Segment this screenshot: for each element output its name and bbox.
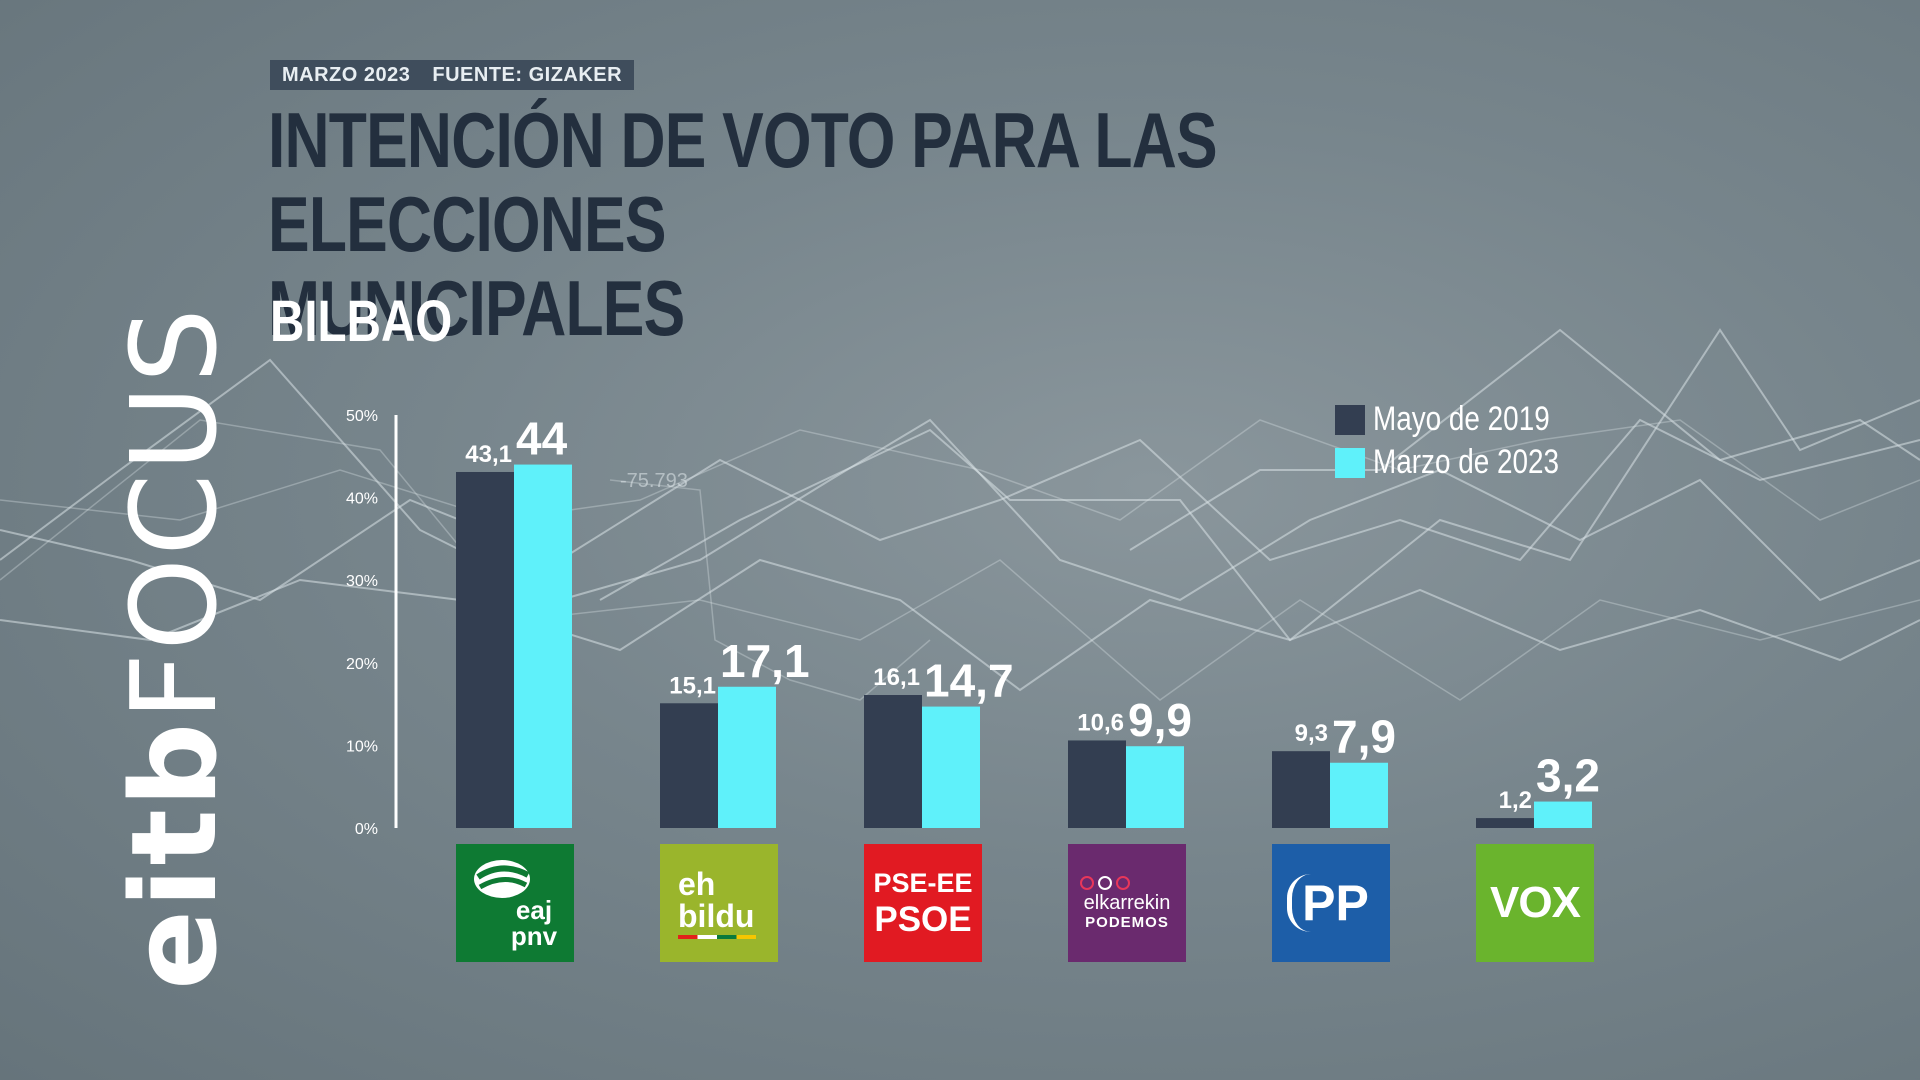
y-tick-label: 0% <box>355 821 378 838</box>
pnv-logo-text-1: eaj <box>515 895 553 925</box>
pnv-logo-text-2: pnv <box>510 921 558 951</box>
podemos-logo-text-1: elkarrekin <box>1083 892 1171 914</box>
bar-2023-5 <box>1534 801 1592 828</box>
psoe-logo: PSE-EE PSOE <box>864 844 982 962</box>
value-labels-group: 43,1 44 15,1 17,1 16,1 14,7 10,6 9,9 9,3 7,9 1,2 3,… <box>465 413 1600 815</box>
bildu-logo-text-2: bildu <box>678 897 755 934</box>
value-label-2019-0: 43,1 <box>465 441 512 468</box>
value-label-2019-4: 9,3 <box>1295 720 1328 747</box>
bar-2023-3 <box>1126 746 1184 828</box>
title-line-2: MUNICIPALES <box>268 264 685 352</box>
y-tick-label: 30% <box>346 573 378 590</box>
value-label-2019-5: 1,2 <box>1499 787 1532 814</box>
bildu-color-stripe <box>678 934 756 939</box>
legend-swatch-2023 <box>1335 447 1365 478</box>
y-axis-ticks: 0% 10% 20% 30% 40% 50% <box>346 408 378 838</box>
y-tick-label: 40% <box>346 491 378 508</box>
value-label-2019-3: 10,6 <box>1077 709 1124 736</box>
value-label-2019-2: 16,1 <box>873 664 920 691</box>
background-annotation: -75.793 <box>620 470 688 492</box>
value-label-2023-4: 7,9 <box>1332 711 1396 763</box>
bar-2023-1 <box>718 686 776 828</box>
y-tick-label: 10% <box>346 738 378 755</box>
source-label: FUENTE: GIZAKER <box>432 63 623 86</box>
y-tick-label: 20% <box>346 656 378 673</box>
value-label-2023-5: 3,2 <box>1536 750 1600 802</box>
date-label: MARZO 2023 <box>282 63 411 86</box>
legend-label-2023: Marzo de 2023 <box>1373 443 1559 481</box>
value-label-2023-1: 17,1 <box>720 635 810 687</box>
pnv-swirl-icon <box>474 860 530 898</box>
bar-2023-2 <box>922 706 980 828</box>
chart-subtitle: BILBAO <box>270 289 453 354</box>
podemos-logo: elkarrekin PODEMOS <box>1068 844 1186 962</box>
pp-logo: PP <box>1272 844 1390 962</box>
bar-2019-3 <box>1068 740 1126 828</box>
psoe-logo-text-1: PSE-EE <box>873 867 973 898</box>
value-label-2023-2: 14,7 <box>924 655 1014 707</box>
chart-legend: Mayo de 2019 Marzo de 2023 <box>1335 400 1600 486</box>
legend-label-2019: Mayo de 2019 <box>1373 400 1550 438</box>
bar-2019-2 <box>864 695 922 828</box>
legend-swatch-2019 <box>1335 404 1365 435</box>
podemos-circles-icon <box>1080 876 1130 890</box>
y-tick-label: 50% <box>346 408 378 425</box>
pp-logo-text: PP <box>1287 874 1375 932</box>
legend-item-2023: Marzo de 2023 <box>1335 443 1600 482</box>
legend-item-2019: Mayo de 2019 <box>1335 400 1600 439</box>
value-label-2023-0: 44 <box>516 413 568 465</box>
bildu-logo-text-1: eh <box>678 865 716 902</box>
bar-2019-0 <box>456 471 514 828</box>
psoe-logo-text-2: PSOE <box>874 899 972 939</box>
podemos-logo-text-2: PODEMOS <box>1085 914 1169 931</box>
bar-2019-1 <box>660 703 718 828</box>
title-line-1: INTENCIÓN DE VOTO PARA LAS ELECCIONES <box>268 96 1218 268</box>
bar-2023-0 <box>514 464 572 828</box>
page-title: INTENCIÓN DE VOTO PARA LAS ELECCIONES MU… <box>268 98 1388 350</box>
vox-logo: VOX <box>1476 844 1594 962</box>
bar-2023-4 <box>1330 762 1388 828</box>
bars-group <box>456 464 1592 828</box>
value-label-2019-1: 15,1 <box>669 672 716 699</box>
bildu-logo: eh bildu <box>660 844 778 962</box>
pnv-logo: eaj pnv <box>456 844 574 962</box>
vox-logo-text: VOX <box>1490 878 1581 927</box>
bar-2019-5 <box>1476 818 1534 828</box>
bar-2019-4 <box>1272 751 1330 828</box>
value-label-2023-3: 9,9 <box>1128 694 1192 746</box>
source-tag: MARZO 2023 FUENTE: GIZAKER <box>270 60 635 90</box>
